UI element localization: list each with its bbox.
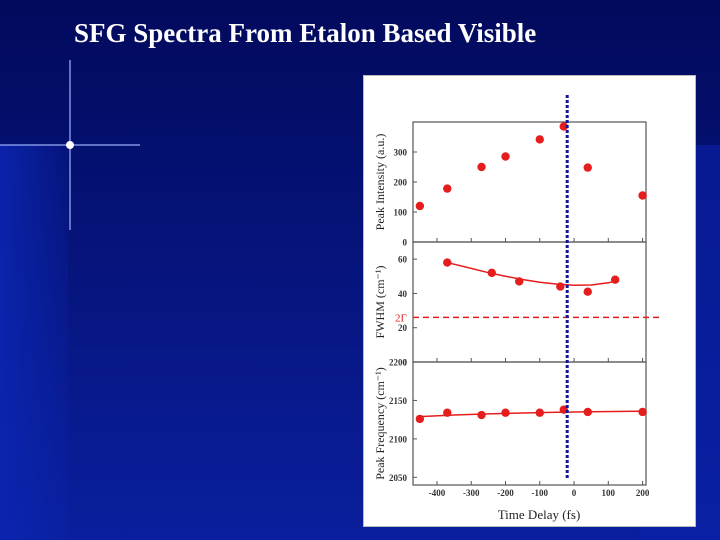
reference-line-label: 2Γ (395, 312, 407, 324)
y-tick-label-2-3: 60 (398, 255, 408, 265)
data-point-3-7 (638, 407, 647, 417)
y-tick-label-3-3: 2200 (389, 358, 408, 368)
x-tick-label-6: 200 (636, 488, 650, 498)
plot-frame-3 (412, 361, 647, 486)
y-tick-label-3-2: 2150 (389, 396, 408, 406)
figure-panel: 0 100 200 300 Peak Intensity (a.u.) 0 20 40 60 FW… (363, 75, 696, 527)
data-point-1-2 (477, 162, 486, 172)
y-axis-label-2: FWHM (cm⁻¹) (373, 266, 387, 339)
data-point-2-2 (515, 277, 524, 286)
chart-figure: 0 100 200 300 Peak Intensity (a.u.) 0 20 40 60 FW… (363, 75, 696, 527)
x-axis-label: Time Delay (fs) (498, 507, 581, 522)
data-point-1-1 (443, 184, 452, 193)
figure-frame (363, 75, 696, 527)
y-tick-label-3-1: 2100 (389, 434, 408, 444)
y-tick-label-1-3: 300 (394, 148, 408, 158)
fit-curve-2 (447, 261, 616, 286)
data-point-3-4 (535, 408, 544, 417)
data-point-1-6 (583, 163, 592, 172)
data-point-1-7 (638, 191, 647, 200)
data-point-3-1 (443, 408, 452, 417)
data-point-1-5 (559, 122, 568, 131)
x-tick-label-1: -300 (463, 488, 480, 498)
data-point-3-3 (501, 408, 510, 417)
y-axis-label-3: Peak Frequency (cm⁻¹) (373, 367, 387, 480)
data-point-1-0 (415, 201, 425, 211)
x-tick-label-3: -100 (532, 488, 549, 498)
x-tick-label-0: -400 (429, 488, 446, 498)
data-point-1-4 (535, 135, 544, 144)
y-tick-label-3-0: 2050 (389, 473, 408, 483)
data-point-3-2 (477, 410, 486, 420)
x-tick-label-5: 100 (602, 488, 616, 498)
left-stripe (0, 145, 68, 540)
sparkle-decoration (0, 60, 140, 230)
x-tick-label-4: 0 (572, 488, 577, 498)
y-tick-label-2-1: 20 (398, 323, 408, 333)
data-point-1-3 (501, 152, 510, 161)
y-tick-label-2-0: 0 (403, 358, 408, 368)
y-axis-label-1: Peak Intensity (a.u.) (373, 134, 387, 231)
slide-title: SFG Spectra From Etalon Based Visible (74, 18, 537, 48)
data-point-2-0 (443, 258, 452, 267)
y-tick-label-2-2: 40 (398, 289, 408, 299)
data-point-2-4 (583, 287, 592, 296)
data-point-3-0 (415, 414, 425, 424)
data-point-3-6 (583, 407, 592, 417)
x-tick-label-2: -200 (497, 488, 514, 498)
data-point-2-3 (556, 282, 565, 291)
y-tick-label-1-0: 0 (403, 238, 408, 248)
data-point-2-1 (487, 268, 497, 278)
y-tick-label-1-1: 100 (394, 208, 408, 218)
y-tick-label-1-2: 200 (394, 178, 408, 188)
data-point-2-5 (610, 275, 620, 284)
